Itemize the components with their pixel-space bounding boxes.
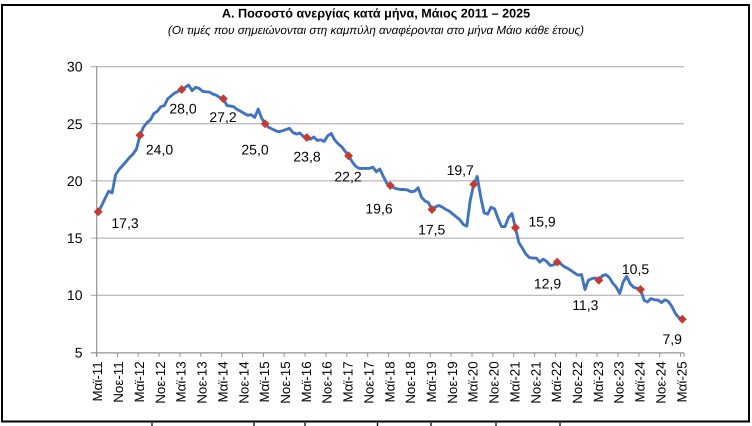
- svg-text:22,2: 22,2: [334, 169, 361, 185]
- svg-text:Μαϊ-16: Μαϊ-16: [299, 361, 314, 402]
- svg-text:28,0: 28,0: [169, 101, 196, 117]
- svg-text:Μαϊ-17: Μαϊ-17: [341, 361, 356, 402]
- svg-text:Νοε-12: Νοε-12: [153, 361, 168, 403]
- svg-text:Α. Ποσοστό ανεργίας κατά μήνα,: Α. Ποσοστό ανεργίας κατά μήνα, Μάιος 201…: [222, 7, 530, 21]
- svg-text:24,0: 24,0: [146, 142, 173, 158]
- svg-text:27,2: 27,2: [209, 109, 236, 125]
- svg-text:7,9: 7,9: [662, 331, 682, 347]
- svg-text:12,9: 12,9: [534, 275, 561, 291]
- svg-text:Μαϊ-19: Μαϊ-19: [424, 361, 439, 402]
- svg-text:10,5: 10,5: [622, 261, 649, 277]
- svg-text:Μαϊ-11: Μαϊ-11: [90, 361, 105, 401]
- svg-text:30: 30: [67, 59, 83, 75]
- svg-text:17,5: 17,5: [418, 221, 445, 237]
- svg-text:Νοε-15: Νοε-15: [278, 361, 293, 403]
- svg-text:11,3: 11,3: [572, 297, 598, 313]
- svg-text:Νοε-14: Νοε-14: [236, 361, 251, 404]
- svg-text:Μαϊ-12: Μαϊ-12: [132, 361, 147, 402]
- svg-text:Νοε-16: Νοε-16: [320, 361, 335, 403]
- svg-text:Νοε-13: Νοε-13: [195, 361, 210, 403]
- svg-text:Μαϊ-23: Μαϊ-23: [591, 361, 606, 402]
- svg-text:19,6: 19,6: [365, 201, 392, 217]
- svg-text:17,3: 17,3: [111, 215, 138, 231]
- svg-text:Νοε-11: Νοε-11: [111, 361, 126, 402]
- svg-text:25: 25: [67, 116, 83, 132]
- svg-text:Μαϊ-24: Μαϊ-24: [633, 361, 648, 403]
- svg-text:19,7: 19,7: [447, 162, 474, 178]
- svg-text:23,8: 23,8: [293, 149, 320, 165]
- svg-text:Μαϊ-18: Μαϊ-18: [382, 361, 397, 402]
- svg-text:(Οι τιμές που σημειώνονται στη: (Οι τιμές που σημειώνονται στη καμπύλη α…: [168, 24, 584, 37]
- svg-text:10: 10: [67, 287, 83, 303]
- svg-text:Μαϊ-20: Μαϊ-20: [466, 361, 481, 402]
- svg-text:Μαϊ-21: Μαϊ-21: [507, 361, 522, 402]
- svg-text:15,9: 15,9: [528, 213, 555, 229]
- svg-text:Νοε-22: Νοε-22: [570, 361, 585, 403]
- svg-text:Νοε-21: Νοε-21: [528, 361, 543, 403]
- svg-text:Νοε-18: Νοε-18: [403, 361, 418, 403]
- svg-text:Νοε-19: Νοε-19: [445, 361, 460, 403]
- svg-text:Νοε-23: Νοε-23: [612, 361, 627, 403]
- svg-text:15: 15: [67, 230, 83, 246]
- svg-text:Νοε-24: Νοε-24: [654, 361, 669, 404]
- svg-text:Νοε-17: Νοε-17: [361, 361, 376, 403]
- svg-text:Μαϊ-15: Μαϊ-15: [257, 361, 272, 402]
- svg-text:Μαϊ-22: Μαϊ-22: [549, 361, 564, 402]
- svg-text:25,0: 25,0: [241, 142, 268, 158]
- svg-text:5: 5: [75, 344, 83, 360]
- svg-text:Μαϊ-25: Μαϊ-25: [674, 361, 689, 402]
- svg-text:Μαϊ-13: Μαϊ-13: [174, 361, 189, 402]
- svg-text:20: 20: [67, 173, 83, 189]
- svg-text:Μαϊ-14: Μαϊ-14: [215, 361, 230, 403]
- svg-text:Νοε-20: Νοε-20: [487, 361, 502, 403]
